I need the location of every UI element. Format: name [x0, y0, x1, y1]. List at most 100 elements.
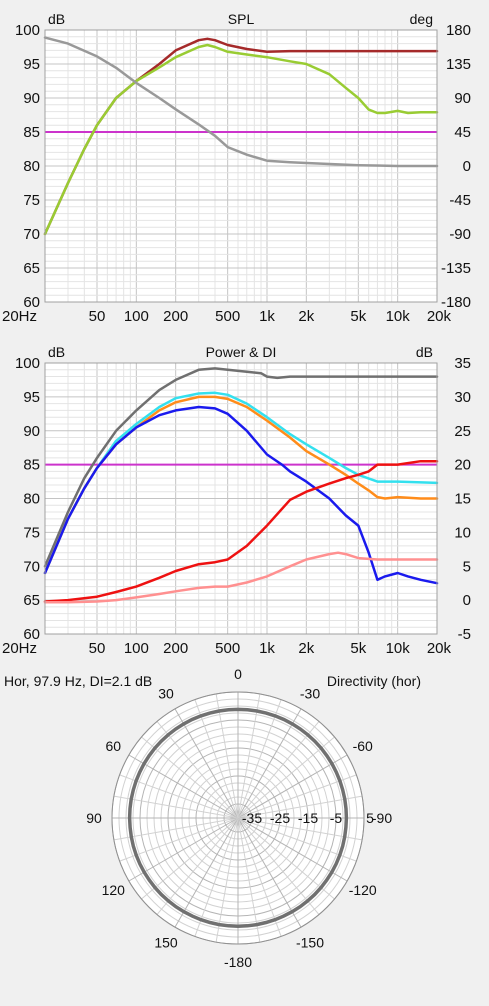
spl-y-tick-label-left: 95 — [23, 56, 40, 73]
power-x-tick-label: 50 — [89, 640, 106, 657]
polar-spoke — [237, 795, 363, 819]
polar-title: Directivity (hor) — [327, 673, 421, 689]
spl-panel: SPL dB deg 20Hz 50 100 200 500 1k 2k 5k 10k 20k 10… — [2, 11, 471, 325]
power-x-tick-label: 10k — [386, 640, 411, 657]
polar-series-curve — [127, 707, 349, 928]
spl-y-tick-label-right: -135 — [441, 260, 471, 277]
power-y-tick-label-left: 95 — [23, 389, 40, 406]
power-y-tick-label-right: 35 — [454, 355, 471, 372]
polar-angle-label: 120 — [102, 882, 126, 898]
polar-spoke — [237, 693, 261, 819]
spl-tick-labels: 20Hz 50 100 200 500 1k 2k 5k 10k 20k 100 180 95 135 90… — [2, 22, 471, 325]
polar-radial-label: -25 — [270, 810, 290, 826]
spl-y-tick-label-right: 135 — [446, 56, 471, 73]
polar-radial-label: -35 — [242, 810, 262, 826]
polar-spoke — [113, 817, 239, 841]
spl-x-tick-label: 5k — [350, 308, 366, 325]
polar-spoke — [194, 699, 239, 819]
polar-spoke — [128, 754, 239, 819]
power-ylabel-left: dB — [48, 344, 65, 360]
spl-y-tick-label-left: 80 — [23, 158, 40, 175]
spl-y-tick-label-right: -90 — [449, 226, 471, 243]
power-y-tick-label-right: 10 — [454, 524, 471, 541]
polar-spoke — [237, 708, 302, 819]
power-panel: Power & DI dB dB 20Hz 50 100 200 500 1k 2k 5k 10… — [2, 344, 471, 657]
spl-series-line — [43, 36, 439, 168]
polar-radial-label: -15 — [298, 810, 318, 826]
polar-spoke — [215, 693, 239, 819]
polar-spoke — [237, 736, 335, 819]
spl-x-tick-label: 50 — [89, 308, 106, 325]
polar-spoke — [237, 774, 357, 819]
power-y-tick-label-right: 30 — [454, 389, 471, 406]
power-x-tick-label: 2k — [298, 640, 314, 657]
power-series-group — [43, 367, 439, 604]
spl-series-line — [43, 43, 439, 236]
polar-spoke — [119, 817, 239, 862]
polar-spoke — [156, 721, 239, 819]
spl-y-tick-label-left: 75 — [23, 192, 40, 209]
polar-spoke — [237, 721, 320, 819]
polar-angle-label: -150 — [296, 935, 324, 951]
power-x-tick-label: 20Hz — [2, 640, 37, 657]
spl-x-tick-label: 20k — [427, 308, 452, 325]
spl-x-tick-label: 200 — [163, 308, 188, 325]
spl-y-tick-label-right: 90 — [454, 90, 471, 107]
power-x-tick-label: 500 — [215, 640, 240, 657]
spl-y-tick-label-left: 85 — [23, 124, 40, 141]
polar-spoke — [237, 817, 320, 915]
power-y-tick-label-left: 60 — [23, 626, 40, 643]
spl-y-tick-label-left: 70 — [23, 226, 40, 243]
spl-x-tick-label: 20Hz — [2, 308, 37, 325]
polar-spoke — [174, 708, 239, 819]
spl-y-tick-label-left: 60 — [23, 294, 40, 311]
spl-x-tick-label: 2k — [298, 308, 314, 325]
power-x-tick-label: 5k — [350, 640, 366, 657]
polar-spoke — [237, 817, 302, 928]
polar-angle-label: 30 — [158, 685, 174, 701]
power-x-tick-label: 20k — [427, 640, 452, 657]
spl-x-tick-label: 500 — [215, 308, 240, 325]
power-series-line — [43, 367, 439, 568]
power-y-tick-label-left: 70 — [23, 558, 40, 575]
spl-x-tick-label: 10k — [386, 308, 411, 325]
power-y-tick-label-left: 65 — [23, 592, 40, 609]
power-y-tick-label-right: 0 — [463, 592, 471, 609]
polar-spoke — [237, 817, 363, 841]
polar-angle-label: -90 — [372, 810, 392, 826]
power-y-tick-label-left: 75 — [23, 524, 40, 541]
power-y-tick-label-right: 20 — [454, 457, 471, 474]
power-title: Power & DI — [206, 344, 277, 360]
polar-spoke — [174, 817, 239, 928]
power-x-tick-label: 1k — [259, 640, 275, 657]
polar-spoke — [215, 817, 239, 943]
spl-y-tick-label-left: 90 — [23, 90, 40, 107]
power-plot-frame — [44, 362, 438, 635]
polar-spoke — [128, 817, 239, 882]
polar-subtitle: Hor, 97.9 Hz, DI=2.1 dB — [4, 673, 152, 689]
polar-spoke — [237, 817, 261, 943]
spl-title: SPL — [228, 11, 255, 27]
polar-spoke — [141, 817, 239, 900]
polar-spoke — [237, 817, 282, 937]
polar-angle-label: 0 — [234, 666, 242, 682]
power-series-line — [43, 459, 439, 603]
spl-ylabel-right: deg — [410, 11, 433, 27]
spl-x-tick-label: 1k — [259, 308, 275, 325]
power-y-tick-label-right: 25 — [454, 423, 471, 440]
spl-ylabel-left: dB — [48, 11, 65, 27]
power-y-tick-label-left: 90 — [23, 423, 40, 440]
polar-spoke — [141, 736, 239, 819]
spl-series-group — [43, 36, 439, 236]
spl-y-tick-label-right: -45 — [449, 192, 471, 209]
polar-angle-label: -30 — [300, 685, 320, 701]
polar-spoke — [237, 817, 357, 862]
spl-y-tick-label-left: 100 — [15, 22, 40, 39]
power-y-tick-label-left: 85 — [23, 457, 40, 474]
power-series-line — [43, 551, 439, 604]
polar-angle-label: 150 — [154, 935, 178, 951]
polar-spoke — [237, 699, 282, 819]
polar-angle-label: -120 — [349, 882, 377, 898]
